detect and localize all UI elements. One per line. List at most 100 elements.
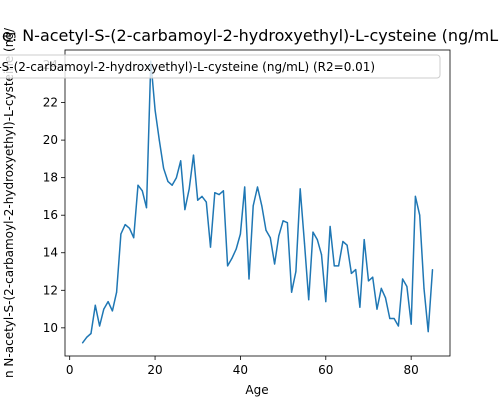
data-point <box>209 246 212 248</box>
x-axis-label: Age <box>245 383 268 397</box>
x-tick-label: 40 <box>233 363 248 377</box>
data-point <box>320 254 323 256</box>
data-point <box>397 325 399 327</box>
data-point <box>291 291 293 293</box>
x-tick-label: 20 <box>147 363 162 377</box>
data-point <box>111 310 113 312</box>
data-point <box>363 239 365 241</box>
data-point <box>231 257 233 259</box>
data-point <box>286 222 288 224</box>
data-point <box>227 265 229 267</box>
data-point <box>167 180 169 182</box>
data-point <box>163 167 165 169</box>
data-point <box>99 325 101 327</box>
y-tick-label: 18 <box>43 171 58 185</box>
data-point <box>278 235 280 237</box>
data-point <box>120 233 122 235</box>
data-point <box>380 287 382 289</box>
data-point <box>338 265 340 267</box>
data-point <box>423 287 425 289</box>
data-point <box>342 240 344 243</box>
data-point <box>427 331 429 333</box>
data-point <box>180 160 182 162</box>
data-point <box>410 323 412 325</box>
data-point <box>274 263 276 265</box>
y-tick-label: 12 <box>43 283 58 297</box>
data-point <box>133 237 135 239</box>
y-axis: 1012141618202224 <box>43 58 65 335</box>
x-tick-label: 80 <box>404 363 419 377</box>
data-point <box>359 306 361 308</box>
y-axis-label: n N-acetyl-S-(2-carbamoyl-2-hydroxyethyl… <box>2 27 16 378</box>
data-point <box>244 186 246 188</box>
data-point <box>431 269 434 271</box>
data-point <box>141 190 143 192</box>
data-point <box>367 280 370 282</box>
data-point <box>308 299 310 301</box>
data-point <box>137 184 139 186</box>
data-point <box>312 231 314 233</box>
data-point <box>205 201 207 203</box>
data-point <box>295 270 297 273</box>
data-point <box>175 177 177 179</box>
data-point <box>154 109 156 111</box>
data-point <box>90 332 92 335</box>
data-point <box>235 248 237 250</box>
y-tick-label: 20 <box>43 133 58 147</box>
data-point <box>128 227 131 229</box>
data-point <box>384 297 387 299</box>
data-point <box>414 195 416 197</box>
data-point <box>239 233 241 235</box>
data-point <box>171 184 173 186</box>
chart-title: e: N-acetyl-S-(2-carbamoyl-2-hydroxyethy… <box>2 26 498 45</box>
data-point <box>145 207 148 209</box>
data-point <box>333 265 335 267</box>
data-point <box>201 195 203 197</box>
data-point <box>218 194 220 196</box>
data-point <box>81 342 84 344</box>
legend: l-S-(2-carbamoyl-2-hydroxyethyl)-L-cyste… <box>0 54 441 79</box>
data-point <box>265 229 267 231</box>
data-point <box>393 317 395 320</box>
y-tick-label: 14 <box>43 246 58 260</box>
data-point <box>316 239 318 241</box>
x-tick-label: 0 <box>66 363 74 377</box>
data-point <box>269 237 271 239</box>
data-point <box>419 214 421 216</box>
legend-box <box>0 54 441 79</box>
legend-label: l-S-(2-carbamoyl-2-hydroxyethyl)-L-cyste… <box>0 60 375 74</box>
data-point <box>372 276 374 278</box>
data-point <box>282 220 284 222</box>
y-tick-label: 16 <box>43 208 58 222</box>
data-point <box>94 304 96 306</box>
data-point <box>256 186 259 188</box>
x-axis: 0 20 40 60 80 <box>66 356 419 377</box>
data-point <box>188 188 190 190</box>
data-point <box>350 272 352 274</box>
data-point <box>103 308 105 310</box>
data-point <box>355 269 357 271</box>
data-point <box>346 244 348 246</box>
plot-area-frame <box>64 49 451 357</box>
data-point <box>406 285 408 288</box>
data-point <box>192 154 195 156</box>
data-point <box>389 317 391 320</box>
data-point <box>252 205 254 207</box>
data-point <box>248 278 250 280</box>
data-point <box>261 205 263 207</box>
data-point <box>124 224 126 226</box>
data-point <box>299 188 301 190</box>
data-point <box>107 301 109 303</box>
y-tick-label: 22 <box>43 96 58 110</box>
data-point <box>303 242 306 244</box>
y-tick-label: 10 <box>43 321 58 335</box>
data-point <box>222 190 224 192</box>
x-tick-label: 60 <box>318 363 333 377</box>
data-point <box>325 301 327 303</box>
series-points <box>81 60 434 344</box>
data-point <box>329 225 331 228</box>
data-point <box>376 308 378 310</box>
data-point <box>86 336 88 338</box>
data-point <box>158 139 160 141</box>
